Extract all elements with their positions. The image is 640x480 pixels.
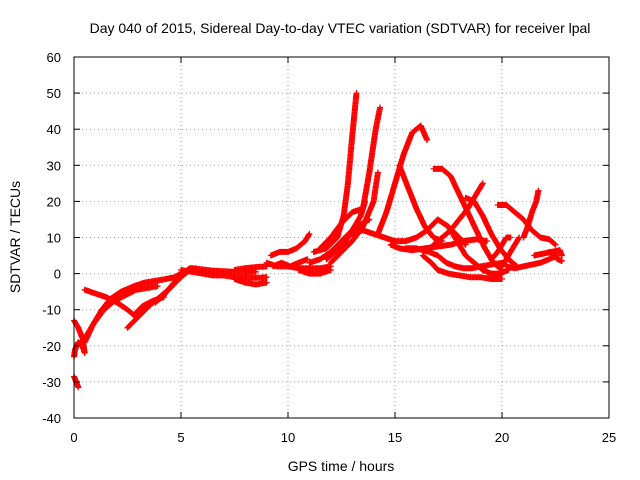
y-tick-label: 60 [47, 50, 61, 65]
data-marker-trail [101, 283, 161, 313]
series-arc-38 [546, 248, 565, 264]
series-arc-11 [231, 276, 270, 288]
y-tick-label: 10 [47, 231, 61, 246]
data-marker-trail [520, 187, 542, 241]
y-tick-label: -10 [42, 303, 61, 318]
series-arc-18 [317, 104, 383, 252]
series-arc-31 [445, 223, 512, 277]
y-tick-label: 40 [47, 122, 61, 137]
data-marker-trail [419, 252, 505, 282]
series-arc-14 [267, 230, 313, 259]
y-tick-label: 50 [47, 86, 61, 101]
data-marker-trail [546, 248, 565, 264]
series-arc-29 [430, 180, 486, 248]
series-arc-07 [101, 283, 161, 313]
series-arc-27 [419, 252, 505, 282]
y-tick-label: -30 [42, 375, 61, 390]
gridlines [74, 57, 609, 418]
axis-ticks [73, 56, 610, 419]
x-axis-title: GPS time / hours [288, 458, 395, 474]
data-marker-trail [231, 276, 270, 288]
data-marker-trail [270, 256, 311, 270]
series-arc-36 [520, 187, 542, 241]
x-tick-label: 5 [177, 430, 184, 445]
x-tick-label: 15 [388, 430, 402, 445]
data-marker-trail [317, 104, 383, 252]
data-marker-trail [374, 122, 431, 237]
x-tick-labels: 0 5 10 15 20 25 [70, 430, 616, 445]
x-tick-label: 20 [495, 430, 509, 445]
data-marker-trail [396, 162, 446, 245]
y-tick-label: -40 [42, 411, 61, 426]
data-points [71, 90, 565, 391]
y-tick-label: 20 [47, 194, 61, 209]
y-tick-labels: -40 -30 -20 -10 0 10 20 30 40 50 60 [42, 50, 61, 426]
data-marker-trail [445, 223, 512, 277]
data-marker-trail [295, 267, 334, 277]
series-arc-12 [188, 265, 259, 275]
y-tick-label: -20 [42, 339, 61, 354]
x-tick-label: 10 [281, 430, 295, 445]
series-arc-23 [374, 122, 431, 237]
data-marker-trail [267, 230, 313, 259]
x-tick-label: 25 [602, 430, 616, 445]
x-tick-label: 0 [70, 430, 77, 445]
y-tick-label: 0 [54, 267, 61, 282]
data-marker-trail [430, 180, 486, 248]
data-marker-trail [462, 194, 520, 270]
series-arc-33 [488, 234, 514, 263]
series-arc-30 [462, 194, 520, 270]
chart-title: Day 040 of 2015, Sidereal Day-to-day VTE… [90, 20, 591, 36]
data-marker-trail [488, 234, 514, 263]
series-arc-16 [295, 267, 334, 277]
series-arc-34 [499, 234, 523, 270]
series-arc-15 [270, 256, 311, 270]
y-tick-label: 30 [47, 158, 61, 173]
data-marker-trail [499, 234, 523, 270]
y-axis-title: SDTVAR / TECUs [7, 181, 23, 293]
data-marker-trail [188, 265, 259, 275]
series-arc-25 [396, 162, 446, 245]
